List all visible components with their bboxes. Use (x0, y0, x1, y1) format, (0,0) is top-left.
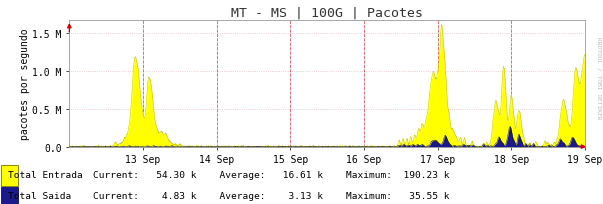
Text: Current:    4.83 k    Average:    3.13 k    Maximum:   35.55 k: Current: 4.83 k Average: 3.13 k Maximum:… (93, 191, 450, 200)
Text: Total Entrada: Total Entrada (8, 170, 83, 179)
Text: Total Saida: Total Saida (8, 191, 71, 200)
Y-axis label: pacotes por segundo: pacotes por segundo (19, 28, 30, 139)
Text: RRDTOOL / TOBI OETIKER: RRDTOOL / TOBI OETIKER (597, 37, 602, 119)
Title: MT - MS | 100G | Pacotes: MT - MS | 100G | Pacotes (231, 6, 423, 19)
Text: Current:   54.30 k    Average:   16.61 k    Maximum:  190.23 k: Current: 54.30 k Average: 16.61 k Maximu… (93, 170, 450, 179)
